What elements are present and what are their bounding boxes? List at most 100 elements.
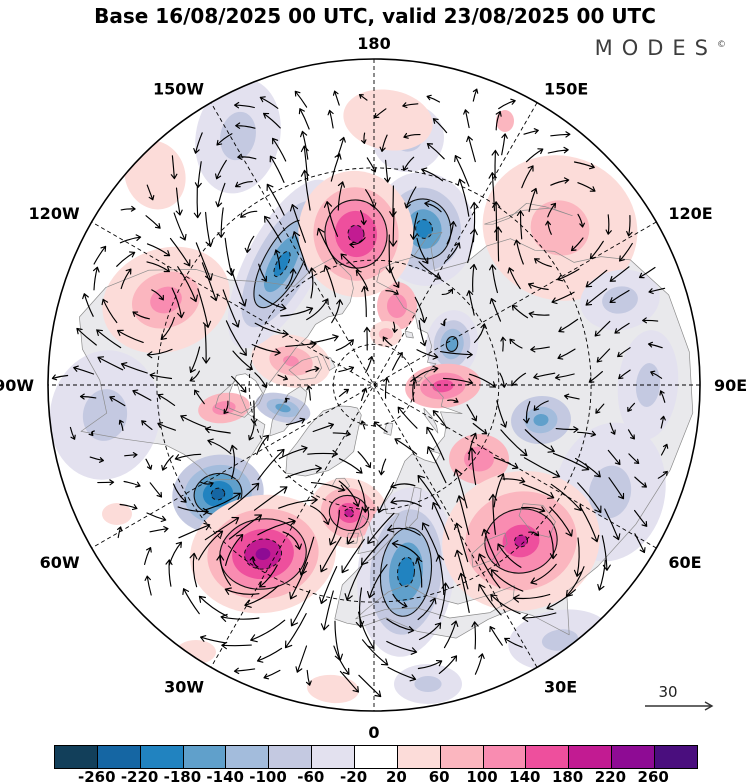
wind-arrow — [507, 267, 521, 290]
wind-arrow — [204, 492, 241, 511]
wind-arrow — [441, 288, 453, 295]
wind-arrow — [338, 388, 349, 397]
wind-arrow — [178, 522, 211, 539]
wind-arrow — [360, 387, 368, 401]
colorbar-tick-label: 220 — [594, 768, 627, 783]
wind-arrow — [146, 261, 170, 273]
anomaly-band — [432, 379, 454, 393]
wind-arrow — [492, 201, 501, 241]
lon-label-150E: 150E — [544, 80, 588, 99]
contour-line — [379, 527, 433, 617]
wind-arrow — [453, 522, 469, 563]
anomaly-band — [496, 110, 514, 132]
wind-arrow — [76, 327, 97, 346]
wind-arrow — [363, 326, 371, 351]
reference-vector-label: 30 — [658, 683, 677, 701]
wind-arrow — [426, 446, 447, 484]
graticule — [48, 59, 700, 711]
wind-arrow — [160, 316, 175, 340]
wind-arrow — [96, 329, 122, 349]
coastline-new-siberian-islands — [404, 330, 414, 339]
wind-arrow — [550, 177, 570, 186]
colorbar-tick-label: -220 — [120, 768, 159, 783]
colorbar-cell — [526, 746, 570, 768]
wind-arrow — [300, 169, 311, 211]
wind-arrow — [457, 178, 470, 217]
wind-arrow — [332, 430, 351, 437]
wind-arrow — [410, 377, 417, 402]
wind-arrow — [69, 426, 76, 440]
wind-arrow — [228, 514, 262, 540]
colorbar-tick-label: 20 — [385, 768, 407, 783]
colorbar-tick-label: -100 — [249, 768, 287, 783]
wind-arrow — [308, 267, 317, 299]
wind-arrow — [638, 266, 656, 279]
wind-arrow — [250, 619, 286, 643]
wind-arrow — [533, 372, 556, 380]
lon-label-60E: 60E — [668, 553, 701, 572]
wind-arrow — [198, 530, 224, 561]
anomaly-band — [514, 535, 528, 547]
wind-arrow — [463, 109, 470, 129]
wind-arrow — [579, 505, 600, 543]
wind-arrow — [416, 349, 439, 360]
wind-arrow — [305, 366, 320, 373]
wind-arrow — [172, 483, 187, 503]
wind-arrow — [234, 101, 255, 109]
anomaly-band — [82, 389, 128, 441]
reference-vector-arrowhead — [704, 701, 714, 711]
anomaly-band — [220, 111, 256, 161]
anomaly-band — [283, 355, 299, 367]
wind-arrow — [355, 269, 369, 290]
wind-arrow — [367, 564, 388, 599]
wind-arrow — [174, 453, 202, 461]
wind-arrow — [607, 449, 621, 466]
wind-arrow — [516, 210, 525, 240]
wind-arrow — [474, 653, 485, 675]
meridian-line — [210, 102, 538, 668]
wind-arrow — [225, 320, 247, 356]
map-boundary-circle — [47, 58, 701, 712]
anomaly-band — [176, 640, 216, 664]
wind-arrow — [659, 390, 666, 403]
wind-arrow — [230, 268, 247, 307]
wind-arrow — [346, 506, 364, 545]
wind-arrow — [144, 547, 152, 565]
wind-arrow — [339, 670, 359, 693]
wind-arrow — [577, 482, 602, 514]
wind-arrow — [392, 593, 408, 609]
wind-arrow — [215, 159, 227, 180]
lon-label-90E: 90E — [714, 376, 747, 395]
wind-arrow — [263, 112, 281, 129]
wind-arrow — [573, 537, 583, 577]
wind-arrow — [390, 497, 422, 507]
lon-label-0: 0 — [368, 723, 379, 742]
wind-arrow — [466, 135, 476, 163]
wind-arrow — [254, 322, 289, 338]
wind-arrow — [237, 153, 257, 160]
wind-arrow — [170, 155, 178, 180]
wind-arrow — [660, 415, 666, 429]
wind-arrow — [204, 516, 240, 541]
wind-arrow — [146, 184, 155, 201]
wind-arrow — [300, 130, 309, 160]
longitude-labels: 180 150E 120E 90E 60E 30E 0 30W 60W 90W 120W 150W — [0, 34, 747, 742]
wind-arrow — [418, 261, 442, 280]
wind-arrow — [546, 589, 576, 610]
wind-arrow — [409, 212, 419, 240]
wind-arrow — [367, 512, 395, 545]
brand-logo: MODES© — [595, 36, 726, 60]
wind-arrow — [634, 509, 648, 527]
contour-line-dashed — [397, 556, 415, 588]
coastline-ireland — [345, 532, 359, 545]
wind-arrow — [489, 264, 498, 294]
wind-arrow — [292, 231, 308, 271]
wind-arrow — [269, 155, 285, 183]
wind-arrow — [132, 311, 150, 320]
wind-arrow — [294, 90, 308, 108]
wind-arrow — [523, 128, 539, 135]
wind-arrow — [305, 669, 312, 686]
wind-arrow — [491, 149, 499, 181]
wind-arrow — [205, 211, 214, 248]
wind-arrow — [467, 228, 478, 264]
